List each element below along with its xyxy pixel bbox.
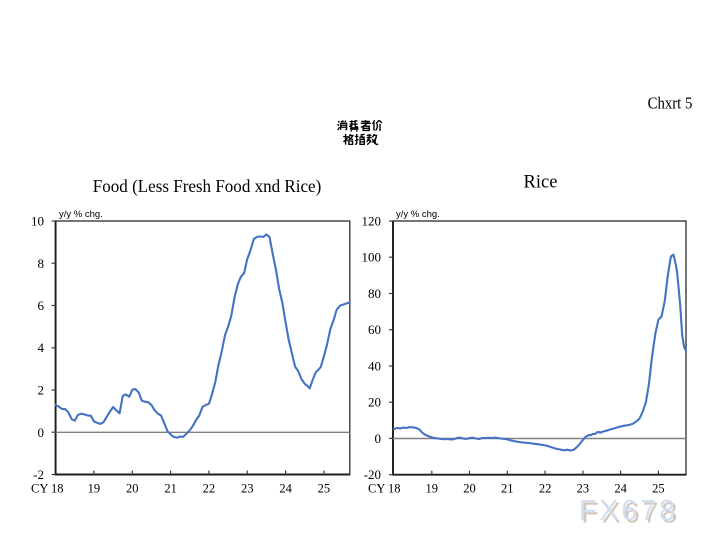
svg-text:24: 24 bbox=[614, 482, 627, 496]
svg-text:2: 2 bbox=[38, 383, 45, 398]
svg-text:CY 18: CY 18 bbox=[368, 482, 401, 496]
svg-text:19: 19 bbox=[426, 482, 439, 496]
svg-text:22: 22 bbox=[203, 482, 216, 496]
svg-text:Rice: Rice bbox=[524, 173, 558, 193]
svg-text:10: 10 bbox=[31, 214, 44, 229]
svg-text:23: 23 bbox=[241, 482, 254, 496]
svg-text:60: 60 bbox=[368, 322, 381, 337]
svg-text:Food (Less Fresh Food xnd Rice: Food (Less Fresh Food xnd Rice) bbox=[93, 176, 321, 197]
svg-text:19: 19 bbox=[88, 482, 101, 496]
svg-text:25: 25 bbox=[318, 482, 331, 496]
svg-text:4: 4 bbox=[38, 340, 45, 355]
svg-text:100: 100 bbox=[362, 250, 382, 265]
svg-text:-20: -20 bbox=[364, 467, 381, 482]
svg-text:24: 24 bbox=[279, 482, 292, 496]
svg-text:Chxrt 5: Chxrt 5 bbox=[648, 94, 693, 113]
svg-text:40: 40 bbox=[368, 359, 381, 374]
svg-text:y/y % chg.: y/y % chg. bbox=[396, 209, 440, 220]
svg-text:0: 0 bbox=[375, 431, 382, 446]
svg-text:CY 18: CY 18 bbox=[31, 482, 64, 496]
svg-text:-2: -2 bbox=[33, 467, 44, 482]
svg-text:21: 21 bbox=[501, 482, 514, 496]
svg-text:FX678: FX678 bbox=[579, 495, 678, 527]
svg-text:80: 80 bbox=[368, 286, 381, 301]
svg-text:21: 21 bbox=[164, 482, 177, 496]
svg-text:8: 8 bbox=[38, 256, 45, 271]
svg-text:FX678: FX678 bbox=[581, 497, 680, 529]
svg-text:23: 23 bbox=[577, 482, 590, 496]
svg-text:25: 25 bbox=[652, 482, 665, 496]
svg-text:20: 20 bbox=[463, 482, 476, 496]
svg-text:0: 0 bbox=[38, 425, 45, 440]
svg-text:20: 20 bbox=[368, 395, 381, 410]
svg-text:6: 6 bbox=[38, 298, 45, 313]
svg-text:20: 20 bbox=[126, 482, 139, 496]
svg-text:22: 22 bbox=[539, 482, 552, 496]
svg-text:120: 120 bbox=[362, 214, 382, 229]
svg-text:y/y % chg.: y/y % chg. bbox=[59, 209, 103, 220]
